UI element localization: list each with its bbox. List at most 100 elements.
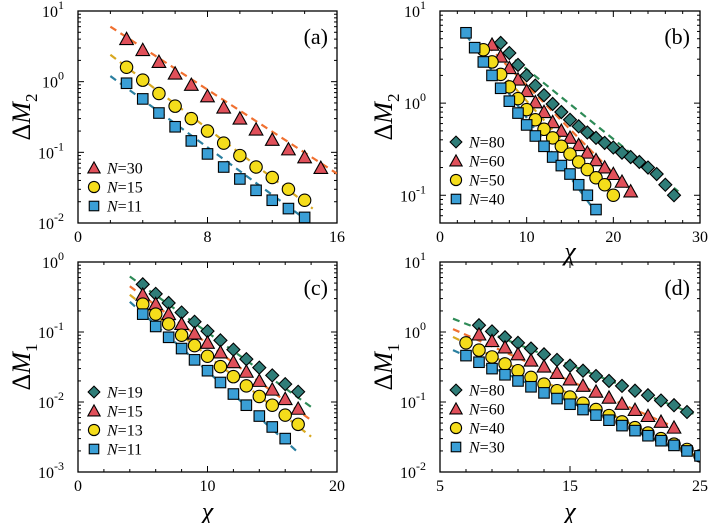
data-point-square (188, 354, 201, 366)
data-point-square (240, 399, 253, 412)
data-point-triangle (544, 114, 561, 129)
data-point-triangle (238, 363, 255, 378)
data-point-diamond (627, 383, 643, 398)
legend-label: N=30 (468, 440, 505, 457)
data-point-triangle (290, 400, 306, 415)
data-point-triangle (518, 83, 535, 98)
data-point-triangle (497, 339, 513, 354)
x-axis-label: χ (199, 497, 214, 523)
panel-label: (a) (304, 24, 328, 49)
data-point-triangle (296, 149, 313, 164)
data-point-circle (597, 178, 612, 192)
data-point-circle (216, 136, 231, 150)
legend-marker-triangle (448, 401, 464, 415)
data-point-triangle (225, 354, 242, 369)
legend-label: N=15 (106, 404, 143, 421)
data-point-square (603, 414, 615, 426)
data-point-diamond (562, 358, 578, 373)
legend: N=30 N=15 N=11 (86, 160, 143, 216)
y-tick-label: 101 (42, 0, 64, 21)
panel-label: (b) (664, 24, 690, 49)
data-point-square (494, 82, 507, 95)
data-point-triangle (653, 413, 669, 428)
data-point-diamond (649, 166, 664, 182)
y-tick-label: 10-2 (400, 459, 426, 482)
data-point-circle (498, 357, 512, 371)
x-tick-label: 30 (692, 229, 708, 246)
data-point-square (201, 148, 214, 160)
data-point-diamond (666, 187, 682, 203)
data-point-triangle (484, 333, 500, 348)
data-point-diamond (606, 140, 621, 155)
data-point-diamond (502, 45, 517, 61)
data-point-diamond (549, 352, 565, 368)
legend-label: N=40 (468, 421, 505, 438)
y-axis-label: ΔM2 (369, 94, 403, 141)
data-point-triangle (151, 54, 167, 68)
data-point-diamond (640, 160, 656, 175)
data-point-diamond (580, 125, 595, 140)
legend-label: N=80 (468, 135, 505, 152)
data-point-square (590, 203, 602, 216)
data-point-circle (571, 155, 586, 169)
data-point-square (266, 194, 279, 207)
legend-marker-diamond (449, 383, 463, 397)
x-tick-label: 25 (692, 478, 708, 495)
legend: N=80 N=60 N=50 N=40 (448, 135, 505, 209)
data-point-square (175, 342, 188, 355)
data-point-square (529, 130, 542, 142)
panel-b: 0 10 20 30 10-1 100 101 ΔM2 χ (b) N=80 N=60 N=50 N=40 (369, 0, 708, 266)
data-point-circle (485, 350, 499, 364)
data-point-square (581, 189, 594, 202)
data-point-diamond (571, 119, 586, 134)
legend-marker-triangle (448, 153, 464, 167)
data-point-circle (200, 349, 215, 364)
legend-marker-square (450, 441, 462, 453)
data-point-triangle (614, 173, 630, 188)
data-point-diamond (640, 387, 656, 403)
data-point-diamond (277, 376, 293, 392)
data-point-triangle (588, 152, 604, 167)
data-point-triangle (614, 395, 630, 410)
legend-marker-triangle (86, 403, 102, 417)
data-point-circle (174, 328, 189, 342)
data-point-circle (511, 363, 525, 378)
data-point-circle (200, 124, 215, 138)
data-point-diamond (536, 87, 552, 103)
data-point-circle (554, 139, 569, 154)
data-point-triangle (264, 381, 281, 396)
legend-label: N=15 (106, 180, 143, 197)
data-point-triangle (251, 372, 268, 387)
legend-marker-triangle (86, 160, 102, 174)
legend-label: N=13 (106, 423, 143, 440)
data-point-circle (459, 336, 473, 350)
legend-marker-circle (87, 180, 101, 194)
data-point-square (503, 95, 516, 108)
data-point-square (460, 26, 472, 39)
data-point-diamond (519, 68, 534, 83)
data-point-circle (148, 307, 163, 321)
data-point-square (201, 364, 214, 377)
data-point-square (546, 151, 559, 163)
data-point-triangle (134, 42, 151, 57)
y-axis-label: ΔM2 (7, 94, 41, 141)
data-point-circle (233, 148, 247, 163)
data-point-square (185, 135, 198, 147)
data-point-square (512, 375, 524, 387)
data-point-circle (168, 99, 182, 113)
x-tick-label: 5 (436, 478, 444, 495)
data-point-diamond (658, 177, 673, 193)
data-point-diamond (679, 404, 695, 420)
data-point-circle (249, 160, 263, 174)
data-point-square (279, 432, 292, 445)
legend-marker-square (88, 443, 100, 455)
y-axis-label: ΔM1 (369, 344, 403, 391)
y-tick-label: 101 (404, 0, 426, 21)
data-point-square (227, 388, 240, 400)
data-point-square (136, 308, 149, 320)
legend-marker-square (450, 193, 462, 205)
data-point-square (477, 56, 490, 68)
data-point-square (253, 410, 266, 422)
y-tick-label: 10-1 (400, 182, 426, 205)
